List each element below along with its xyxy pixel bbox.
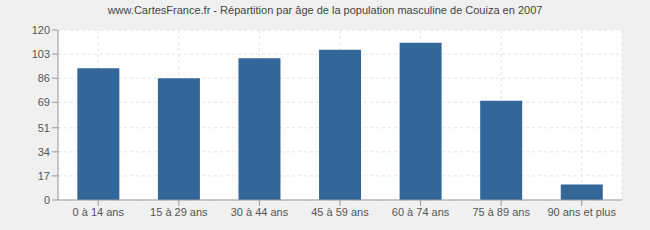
svg-text:120: 120 — [32, 24, 50, 36]
html-text:www.CartesFrance.fr - Répartit: www.CartesFrance.fr - Répartition par âg… — [107, 4, 543, 16]
svg-text:51: 51 — [38, 122, 50, 134]
svg-text:34: 34 — [38, 146, 50, 158]
svg-text:17: 17 — [38, 170, 50, 182]
svg-text:90 ans et plus: 90 ans et plus — [547, 206, 616, 218]
svg-text:0: 0 — [44, 194, 50, 206]
svg-text:69: 69 — [38, 96, 50, 108]
svg-text:30 à 44 ans: 30 à 44 ans — [231, 206, 289, 218]
svg-text:75 à 89 ans: 75 à 89 ans — [472, 206, 530, 218]
svg-text:15 à 29 ans: 15 à 29 ans — [150, 206, 208, 218]
svg-text:103: 103 — [32, 48, 50, 60]
svg-text:45 à 59 ans: 45 à 59 ans — [311, 206, 369, 218]
svg-text:0 à 14 ans: 0 à 14 ans — [73, 206, 125, 218]
svg-text:86: 86 — [38, 72, 50, 84]
svg-text:60 à 74 ans: 60 à 74 ans — [392, 206, 450, 218]
